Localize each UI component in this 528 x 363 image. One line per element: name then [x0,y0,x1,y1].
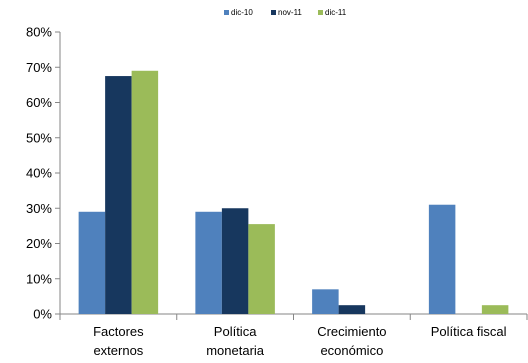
legend-swatch-dic-10 [224,10,229,15]
y-tick-label: 0% [33,307,52,322]
legend-swatch-nov-11 [271,10,276,15]
bar-dic-11 [248,224,275,314]
y-tick-label: 20% [26,236,52,251]
x-category-label-line: externos [93,343,143,358]
x-category-label: Crecimiento económico [317,324,386,358]
y-tick-label: 30% [26,201,52,216]
legend-swatch-dic-11 [318,10,323,15]
x-category-label-line: Política fiscal [431,324,507,339]
y-tick-label: 80% [26,25,52,40]
x-category-label-line: Política [214,324,257,339]
y-tick-label: 70% [26,60,52,75]
x-category-label-line: Crecimiento [317,324,386,339]
bar-dic-11 [131,70,159,315]
bar-nov-11 [221,208,249,314]
x-category-label-line: Factores [93,324,144,339]
bar-dic-10 [312,289,339,314]
x-category-label-line: monetaria [206,343,265,358]
bar-dic-10 [195,211,222,314]
x-category-label: Política monetaria [206,324,265,358]
bars [78,70,509,315]
bar-nov-11 [105,76,132,314]
y-tick-label: 50% [26,130,52,145]
y-tick-label: 40% [26,166,52,181]
legend-label-dic-11: dic-11 [325,8,347,17]
x-category-label: Factores externos [93,324,144,358]
legend: dic-10 nov-11 dic-11 [224,8,347,17]
bar-dic-11 [481,305,509,314]
bar-dic-10 [78,211,106,314]
legend-label-nov-11: nov-11 [278,8,302,17]
y-tick-label: 10% [26,271,52,286]
y-axis: 0% 10% 20% 30% 40% 50% 60% 70% 80% [26,25,61,322]
bar-nov-11 [338,305,366,314]
x-category-label-line: económico [320,343,383,358]
x-category-label: Política fiscal [431,324,507,339]
legend-label-dic-10: dic-10 [231,8,253,17]
bar-dic-10 [428,204,456,314]
y-tick-label: 60% [26,95,52,110]
x-axis: Factores externos Política monetaria Crecimi… [59,313,528,358]
